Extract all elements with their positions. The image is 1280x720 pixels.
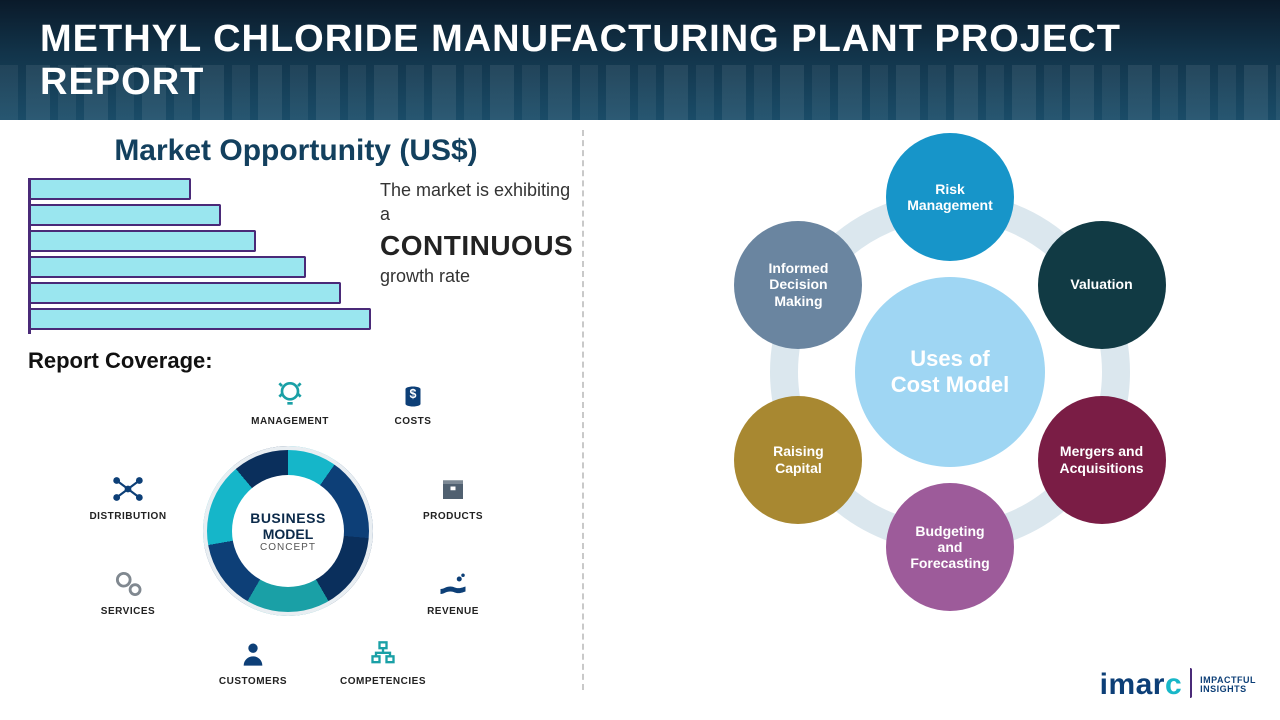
coverage-item-products: PRODUCTS (398, 471, 508, 522)
brand-logo: imarc IMPACTFUL INSIGHTS (1100, 668, 1256, 702)
wheel-hub: Uses ofCost Model (855, 277, 1045, 467)
market-opportunity-title: Market Opportunity (US$) (28, 134, 564, 168)
coverage-item-customers: CUSTOMERS (198, 636, 308, 687)
svg-text:$: $ (410, 387, 417, 401)
coverage-label: SERVICES (73, 606, 183, 617)
chart-bar (31, 256, 306, 278)
coverage-label: MANAGEMENT (235, 416, 345, 427)
chart-bar (31, 230, 256, 252)
coverage-item-distribution: DISTRIBUTION (73, 471, 183, 522)
body: Market Opportunity (US$) The market is e… (0, 120, 1280, 720)
coverage-item-competencies: COMPETENCIES (328, 636, 438, 687)
gears-icon (110, 566, 146, 602)
brand-tag2: INSIGHTS (1200, 685, 1256, 694)
brand-divider (1190, 668, 1192, 698)
coverage-label: CUSTOMERS (198, 676, 308, 687)
coverage-label: REVENUE (398, 606, 508, 617)
coverage-item-management: MANAGEMENT (235, 376, 345, 427)
person-icon (235, 636, 271, 672)
right-panel: Uses ofCost Model RiskManagementValuatio… (600, 120, 1280, 720)
business-model-core: BUSINESS MODEL CONCEPT (232, 475, 344, 587)
coverage-label: COMPETENCIES (328, 676, 438, 687)
brand-tagline: IMPACTFUL INSIGHTS (1200, 676, 1256, 695)
org-icon (365, 636, 401, 672)
mo-text-big: CONTINUOUS (380, 227, 573, 265)
mo-text-pre: The market is exhibiting a (380, 178, 573, 227)
skyline-decor (0, 65, 1280, 120)
market-opportunity-row: The market is exhibiting a CONTINUOUS gr… (28, 178, 564, 334)
left-panel: Market Opportunity (US$) The market is e… (0, 120, 582, 720)
money-icon: $ (395, 376, 431, 412)
cost-model-wheel: Uses ofCost Model RiskManagementValuatio… (720, 142, 1180, 602)
brand-text: imarc (1100, 668, 1183, 702)
report-coverage-title: Report Coverage: (28, 348, 564, 374)
hand-icon (435, 566, 471, 602)
network-icon (110, 471, 146, 507)
coverage-label: COSTS (358, 416, 468, 427)
brand-pre: imar (1100, 668, 1165, 701)
header: METHYL CHLORIDE MANUFACTURING PLANT PROJ… (0, 0, 1280, 120)
report-coverage-diagram: BUSINESS MODEL CONCEPT MANAGEMENT $ COSTS D… (28, 376, 548, 696)
bm-line1: BUSINESS (250, 510, 326, 526)
chart-bar (31, 178, 191, 200)
vertical-divider (582, 130, 584, 690)
cost-model-node: RaisingCapital (734, 396, 862, 524)
bm-line2: MODEL (263, 526, 314, 542)
cost-model-node: Valuation (1038, 221, 1166, 349)
box-icon (435, 471, 471, 507)
coverage-label: PRODUCTS (398, 511, 508, 522)
cost-model-node: RiskManagement (886, 133, 1014, 261)
market-opportunity-text: The market is exhibiting a CONTINUOUS gr… (380, 178, 573, 289)
coverage-item-services: SERVICES (73, 566, 183, 617)
cost-model-node: BudgetingandForecasting (886, 483, 1014, 611)
coverage-item-costs: $ COSTS (358, 376, 468, 427)
chart-bar (31, 282, 341, 304)
chart-bar (31, 204, 221, 226)
market-opportunity-chart (28, 178, 368, 334)
bulb-icon (272, 376, 308, 412)
cost-model-node: InformedDecisionMaking (734, 221, 862, 349)
bm-line3: CONCEPT (260, 542, 316, 553)
mo-text-post: growth rate (380, 264, 573, 288)
coverage-item-revenue: REVENUE (398, 566, 508, 617)
chart-bar (31, 308, 371, 330)
cost-model-node: Mergers andAcquisitions (1038, 396, 1166, 524)
brand-accent: c (1165, 668, 1182, 701)
page: METHYL CHLORIDE MANUFACTURING PLANT PROJ… (0, 0, 1280, 720)
coverage-label: DISTRIBUTION (73, 511, 183, 522)
